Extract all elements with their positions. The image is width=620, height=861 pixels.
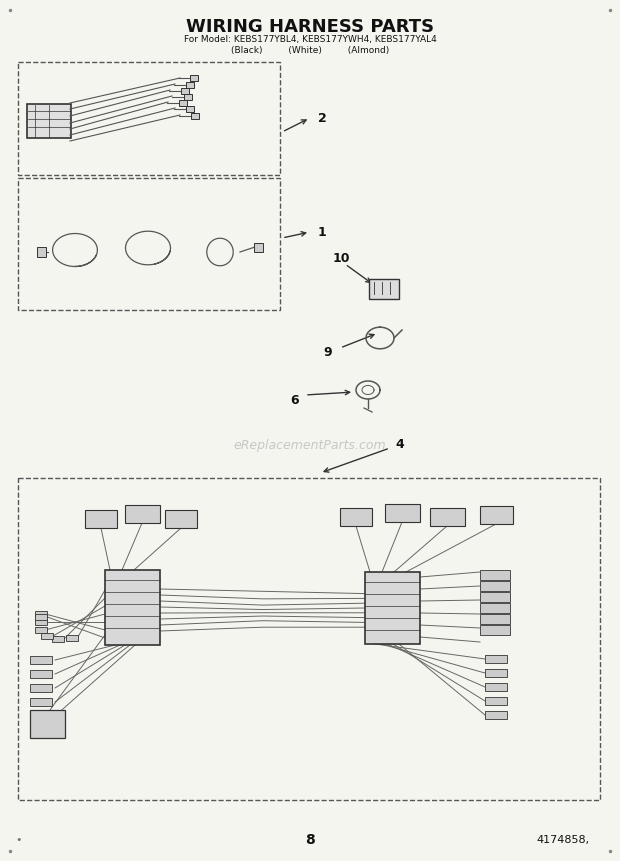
- Bar: [430, 508, 465, 526]
- Bar: [485, 669, 507, 677]
- Bar: [30, 710, 65, 738]
- Bar: [485, 683, 507, 691]
- Bar: [480, 614, 510, 624]
- Bar: [35, 627, 47, 633]
- Text: 2: 2: [318, 112, 327, 125]
- Bar: [105, 570, 160, 645]
- Bar: [184, 94, 192, 100]
- Bar: [480, 506, 513, 524]
- Bar: [186, 106, 194, 112]
- Text: 4: 4: [395, 438, 404, 451]
- Bar: [18, 178, 280, 310]
- Bar: [85, 510, 117, 528]
- Bar: [480, 581, 510, 591]
- Bar: [480, 570, 510, 580]
- Bar: [30, 656, 52, 664]
- Bar: [30, 712, 52, 720]
- Bar: [385, 504, 420, 522]
- Bar: [41, 633, 53, 639]
- Text: 6: 6: [290, 393, 299, 406]
- Bar: [480, 625, 510, 635]
- Bar: [35, 611, 47, 617]
- Text: 10: 10: [333, 251, 350, 264]
- Bar: [254, 243, 263, 252]
- Text: 1: 1: [318, 226, 327, 238]
- Text: (Black)         (White)         (Almond): (Black) (White) (Almond): [231, 46, 389, 55]
- Bar: [181, 88, 189, 94]
- Bar: [37, 247, 46, 257]
- Bar: [18, 478, 600, 800]
- FancyBboxPatch shape: [27, 104, 71, 138]
- Bar: [18, 62, 280, 175]
- Bar: [66, 635, 78, 641]
- Text: eReplacementParts.com: eReplacementParts.com: [234, 438, 386, 451]
- Bar: [30, 670, 52, 678]
- Bar: [191, 113, 199, 119]
- Text: •: •: [15, 835, 22, 845]
- Bar: [179, 100, 187, 106]
- Bar: [485, 655, 507, 663]
- Bar: [186, 82, 194, 88]
- Text: 4174858,: 4174858,: [537, 835, 590, 845]
- Bar: [190, 75, 198, 81]
- Bar: [365, 572, 420, 644]
- Bar: [480, 603, 510, 613]
- Text: WIRING HARNESS PARTS: WIRING HARNESS PARTS: [186, 18, 434, 36]
- Text: For Model: KEBS177YBL4, KEBS177YWH4, KEBS177YAL4: For Model: KEBS177YBL4, KEBS177YWH4, KEB…: [184, 35, 436, 44]
- Bar: [480, 592, 510, 602]
- Bar: [30, 698, 52, 706]
- Text: 8: 8: [305, 833, 315, 847]
- Bar: [485, 711, 507, 719]
- FancyBboxPatch shape: [369, 279, 399, 299]
- Bar: [340, 508, 372, 526]
- Bar: [30, 684, 52, 692]
- Text: 9: 9: [323, 345, 332, 358]
- Bar: [485, 697, 507, 705]
- Bar: [125, 505, 160, 523]
- Bar: [52, 636, 64, 642]
- Bar: [35, 619, 47, 625]
- Bar: [165, 510, 197, 528]
- Bar: [35, 614, 46, 620]
